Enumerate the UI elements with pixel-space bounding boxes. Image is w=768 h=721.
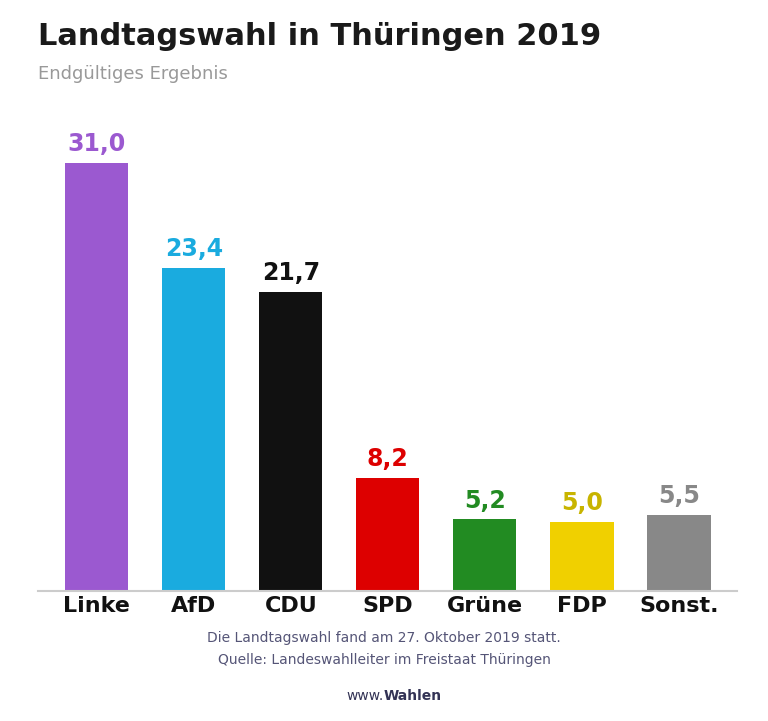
Bar — [647, 516, 710, 591]
Text: 23,4: 23,4 — [164, 237, 223, 261]
Text: 5,2: 5,2 — [464, 489, 506, 513]
Text: Die Landtagswahl fand am 27. Oktober 2019 statt.: Die Landtagswahl fand am 27. Oktober 201… — [207, 632, 561, 645]
Bar — [453, 519, 516, 591]
Text: 8,2: 8,2 — [367, 447, 409, 471]
Text: 5,5: 5,5 — [658, 485, 700, 508]
Text: Landtagswahl in Thüringen 2019: Landtagswahl in Thüringen 2019 — [38, 22, 601, 50]
Bar — [260, 292, 323, 591]
Bar — [551, 522, 614, 591]
Bar — [162, 268, 225, 591]
Bar — [65, 164, 128, 591]
Text: Quelle: Landeswahlleiter im Freistaat Thüringen: Quelle: Landeswahlleiter im Freistaat Th… — [217, 653, 551, 667]
Text: 5,0: 5,0 — [561, 491, 603, 516]
Text: 21,7: 21,7 — [262, 261, 319, 285]
Bar — [356, 478, 419, 591]
Text: Wahlen: Wahlen — [384, 689, 442, 703]
Text: www.: www. — [346, 689, 384, 703]
Text: 31,0: 31,0 — [68, 133, 126, 156]
Text: Endgültiges Ergebnis: Endgültiges Ergebnis — [38, 65, 228, 83]
